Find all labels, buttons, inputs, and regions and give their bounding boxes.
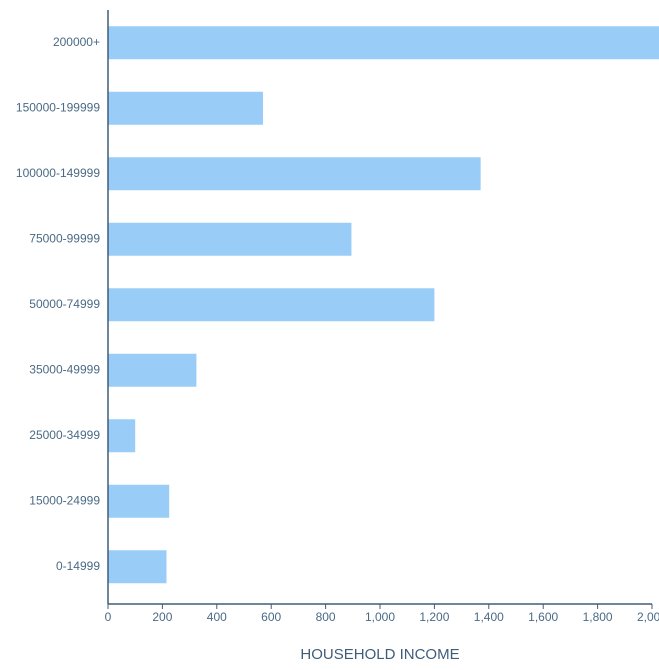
bars-layer [109,26,659,583]
y-tick-label: 200000+ [53,35,100,49]
bar-150000-199999 [109,92,264,125]
bar-0-14999 [109,550,167,583]
y-tick-label: 100000-149999 [16,166,100,180]
x-tick-label: 1,400 [474,610,504,624]
bar-100000-149999 [109,157,481,190]
y-tick-labels: 200000+ 150000-199999 100000-149999 75000-9… [16,35,100,573]
x-tick-label: 200 [152,610,172,624]
x-tick-label: 600 [261,610,281,624]
bar-50000-74999 [109,288,435,321]
y-tick-label: 75000-99999 [29,231,100,245]
y-tick-label: 35000-49999 [29,362,100,376]
y-tick-label: 0-14999 [56,559,100,573]
bar-75000-99999 [109,223,352,256]
y-tick-label: 150000-199999 [16,100,100,114]
bar-15000-24999 [109,485,170,518]
x-axis-title: HOUSEHOLD INCOME [300,646,459,663]
bar-35000-49999 [109,354,197,387]
x-tick-label: 1,600 [528,610,558,624]
y-tick-label: 50000-74999 [29,297,100,311]
x-tick-label: 2,000 [637,610,659,624]
x-tick-label: 800 [316,610,336,624]
x-tick-label: 1,200 [419,610,449,624]
y-tick-label: 25000-34999 [29,428,100,442]
x-tick-labels: 0 200 400 600 800 1,000 1,200 1,400 1,600 1,800 2,… [105,610,659,624]
x-tick-label: 400 [207,610,227,624]
x-tick-label: 1,000 [365,610,395,624]
bar-25000-34999 [109,419,136,452]
x-tick-label: 0 [105,610,112,624]
x-tick-label: 1,800 [583,610,613,624]
y-tick-label: 15000-24999 [29,493,100,507]
bar-200000+ [109,26,659,59]
